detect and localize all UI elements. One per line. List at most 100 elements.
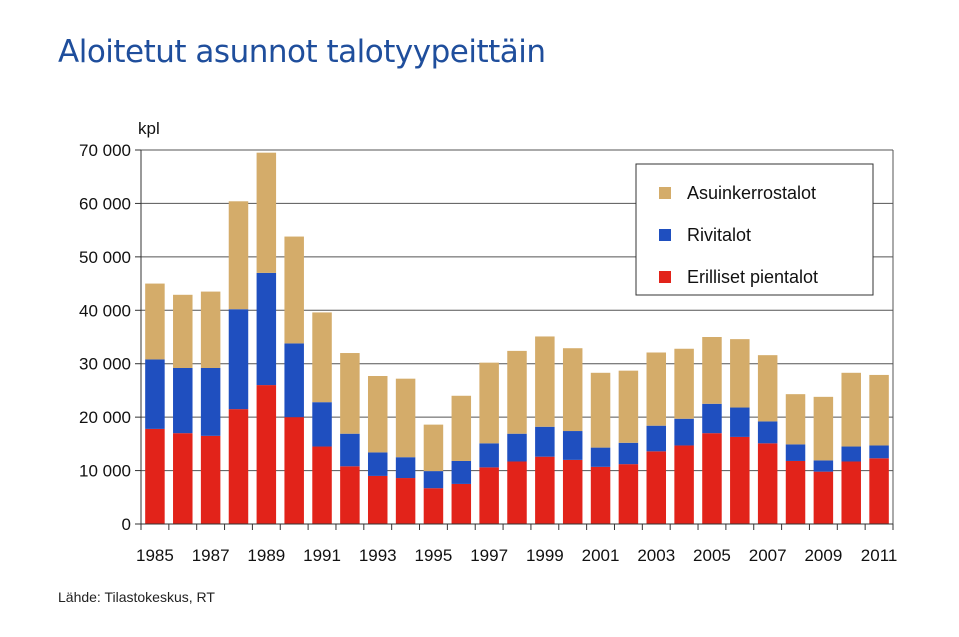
bar-segment (284, 236, 304, 344)
bar-segment (813, 471, 834, 524)
bar-segment (562, 348, 583, 432)
x-tick-label: 1989 (247, 546, 285, 565)
bar-segment (451, 460, 472, 484)
bar-segment (841, 461, 861, 524)
bar-segment (145, 428, 165, 524)
x-tick-label: 2009 (804, 546, 842, 565)
bar-segment (841, 446, 861, 462)
bar-segment (256, 272, 277, 386)
bar-segment (674, 418, 694, 446)
bar-segment (173, 294, 193, 368)
bar-segment (507, 350, 527, 434)
bar-segment (785, 394, 806, 445)
bar-segment (479, 467, 499, 524)
bar-segment (340, 433, 360, 467)
bar-segment (813, 460, 834, 472)
bar-segment (562, 459, 583, 524)
legend-swatch (659, 271, 671, 283)
bar-segment (730, 436, 750, 524)
bar-segment (256, 152, 277, 273)
bar-segment (312, 312, 332, 403)
x-tick-label: 1993 (359, 546, 397, 565)
y-tick-label: 0 (122, 515, 131, 534)
bar-segment (451, 483, 472, 524)
x-tick-label: 1997 (470, 546, 508, 565)
y-axis-ticks: 0 10 000 20 000 30 000 40 000 50 000 60 000 70 … (79, 141, 142, 534)
bar-segment (423, 488, 444, 524)
x-tick-label: 2001 (582, 546, 620, 565)
bar-segment (145, 283, 165, 360)
bars-group (145, 152, 889, 524)
bar-segment (646, 352, 667, 426)
bar-segment (507, 461, 527, 524)
x-tick-label: 1991 (303, 546, 341, 565)
bar-segment (200, 367, 221, 436)
bar-segment (312, 446, 332, 524)
x-tick-label: 1999 (526, 546, 564, 565)
bar-segment (200, 291, 221, 368)
bar-segment (228, 309, 249, 410)
legend-label: Rivitalot (687, 225, 751, 245)
y-tick-label: 40 000 (79, 301, 131, 320)
bar-segment (646, 451, 667, 524)
source-note: Lähde: Tilastokeskus, RT (58, 589, 215, 605)
bar-segment (479, 443, 499, 468)
bar-segment (702, 433, 722, 524)
bar-segment (618, 370, 639, 443)
x-tick-label: 2007 (749, 546, 787, 565)
bar-segment (562, 431, 583, 460)
bar-segment (590, 466, 611, 524)
y-tick-label: 30 000 (79, 355, 131, 374)
legend-swatch (659, 229, 671, 241)
bar-segment (869, 374, 889, 446)
bar-segment (674, 445, 694, 524)
legend-swatch (659, 187, 671, 199)
bar-segment (228, 201, 249, 310)
bar-segment (312, 402, 332, 447)
bar-segment (284, 417, 304, 524)
bar-segment (618, 442, 639, 465)
bar-segment (757, 355, 778, 422)
bar-segment (674, 348, 694, 419)
y-tick-label: 60 000 (79, 194, 131, 213)
legend-label: Erilliset pientalot (687, 267, 818, 287)
bar-segment (757, 443, 778, 524)
bar-segment (535, 426, 555, 457)
bar-segment (841, 372, 861, 447)
x-tick-label: 2003 (637, 546, 675, 565)
x-tick-label: 2005 (693, 546, 731, 565)
bar-segment (590, 447, 611, 467)
bar-segment (256, 385, 277, 524)
x-tick-label: 1995 (415, 546, 453, 565)
bar-segment (869, 458, 889, 524)
bar-segment (340, 353, 360, 434)
bar-segment (284, 343, 304, 418)
y-tick-label: 20 000 (79, 408, 131, 427)
x-tick-label: 1985 (136, 546, 174, 565)
bar-segment (535, 456, 555, 524)
bar-segment (451, 395, 472, 461)
bar-segment (367, 475, 388, 524)
bar-segment (395, 378, 416, 458)
bar-segment (590, 372, 611, 448)
bar-segment (730, 339, 750, 408)
bar-segment (367, 376, 388, 453)
x-axis-ticks: 1985 1987 1989 1991 1993 1995 1997 1999 2001 2003… (136, 523, 898, 565)
bar-segment (479, 362, 499, 444)
bar-segment (702, 337, 722, 404)
bar-segment (535, 336, 555, 427)
bar-segment (869, 445, 889, 459)
bar-segment (200, 435, 221, 524)
bar-segment (340, 466, 360, 524)
bar-segment (395, 478, 416, 524)
bar-segment (173, 433, 193, 524)
bar-segment (395, 457, 416, 479)
bar-segment (785, 460, 806, 524)
bar-segment (646, 425, 667, 452)
bar-segment (423, 424, 444, 472)
y-tick-label: 70 000 (79, 141, 131, 160)
bar-segment (173, 367, 193, 434)
bar-segment (228, 409, 249, 524)
x-tick-label: 2011 (861, 546, 898, 565)
